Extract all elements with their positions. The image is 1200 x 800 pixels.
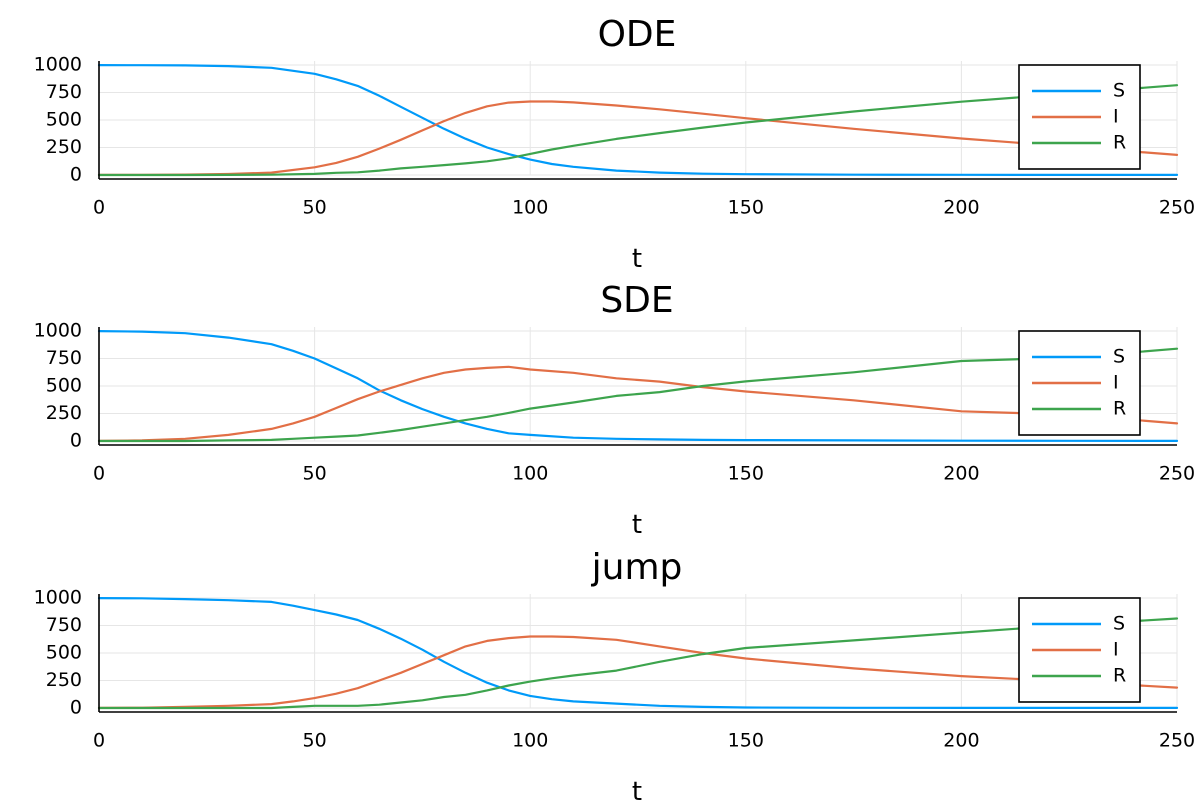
x-tick-label: 0	[93, 463, 105, 485]
chart-title: ODE	[598, 14, 677, 55]
x-tick-label: 100	[512, 730, 548, 752]
series-line-R	[97, 617, 1179, 710]
legend: SIR	[1018, 330, 1141, 436]
x-tick-label: 150	[728, 463, 764, 485]
panel-1: SDE 0 50 100 150 200 250 0 250 500 750 1000 t SIR	[34, 280, 1195, 540]
series-line-I	[97, 365, 1179, 442]
legend-label-I: I	[1113, 639, 1119, 661]
series-line-I	[97, 635, 1179, 710]
y-tick-label: 1000	[34, 587, 82, 609]
legend-label-I: I	[1113, 106, 1119, 128]
legend-label-I: I	[1113, 372, 1119, 394]
x-tick-label: 100	[512, 463, 548, 485]
x-tick-label: 100	[512, 197, 548, 219]
x-tick-label: 50	[303, 463, 327, 485]
x-tick-label: 250	[1159, 197, 1195, 219]
y-tick-label: 500	[46, 642, 82, 664]
series-line-S	[97, 63, 1179, 176]
legend-label-R: R	[1113, 132, 1126, 154]
x-tick-label: 0	[93, 197, 105, 219]
y-tick-label: 750	[46, 81, 82, 103]
grid	[98, 594, 1178, 709]
series-line-R	[97, 84, 1179, 177]
y-tick-label: 1000	[34, 320, 82, 342]
x-tick-label: 50	[303, 197, 327, 219]
grid	[98, 327, 1178, 442]
x-tick-label: 250	[1159, 730, 1195, 752]
legend-label-R: R	[1113, 665, 1126, 687]
y-tick-label: 0	[70, 430, 82, 452]
y-tick-label: 250	[46, 402, 82, 424]
x-axis-label: t	[632, 510, 642, 540]
y-tick-label: 500	[46, 375, 82, 397]
panel-0: ODE 0 50 100 150 200 250 0 250 500 750 1000 t SIR	[34, 14, 1195, 274]
legend-label-S: S	[1113, 613, 1125, 635]
y-tick-label: 750	[46, 347, 82, 369]
panel-2: jump 0 50 100 150 200 250 0 250 500 750 1000 t SIR	[34, 547, 1195, 800]
legend: SIR	[1018, 64, 1141, 170]
series-line-S	[97, 596, 1179, 710]
legend-label-S: S	[1113, 80, 1125, 102]
x-tick-label: 150	[728, 197, 764, 219]
y-tick-label: 250	[46, 136, 82, 158]
x-axis-label: t	[632, 777, 642, 800]
x-tick-label: 50	[303, 730, 327, 752]
x-tick-label: 200	[943, 463, 979, 485]
x-axis-label: t	[632, 244, 642, 274]
series-line-R	[97, 347, 1179, 443]
y-tick-label: 500	[46, 109, 82, 131]
x-tick-label: 200	[943, 197, 979, 219]
x-tick-label: 200	[943, 730, 979, 752]
y-tick-label: 1000	[34, 54, 82, 76]
chart-title: jump	[591, 547, 683, 588]
grid	[98, 61, 1178, 176]
chart-title: SDE	[600, 280, 673, 321]
legend-label-S: S	[1113, 346, 1125, 368]
y-tick-label: 0	[70, 164, 82, 186]
series-line-S	[97, 330, 1179, 442]
y-tick-label: 0	[70, 697, 82, 719]
series-line-I	[97, 100, 1179, 176]
x-tick-label: 250	[1159, 463, 1195, 485]
y-tick-label: 250	[46, 669, 82, 691]
x-tick-label: 0	[93, 730, 105, 752]
legend-label-R: R	[1113, 398, 1126, 420]
legend: SIR	[1018, 597, 1141, 703]
y-tick-label: 750	[46, 614, 82, 636]
x-tick-label: 150	[728, 730, 764, 752]
